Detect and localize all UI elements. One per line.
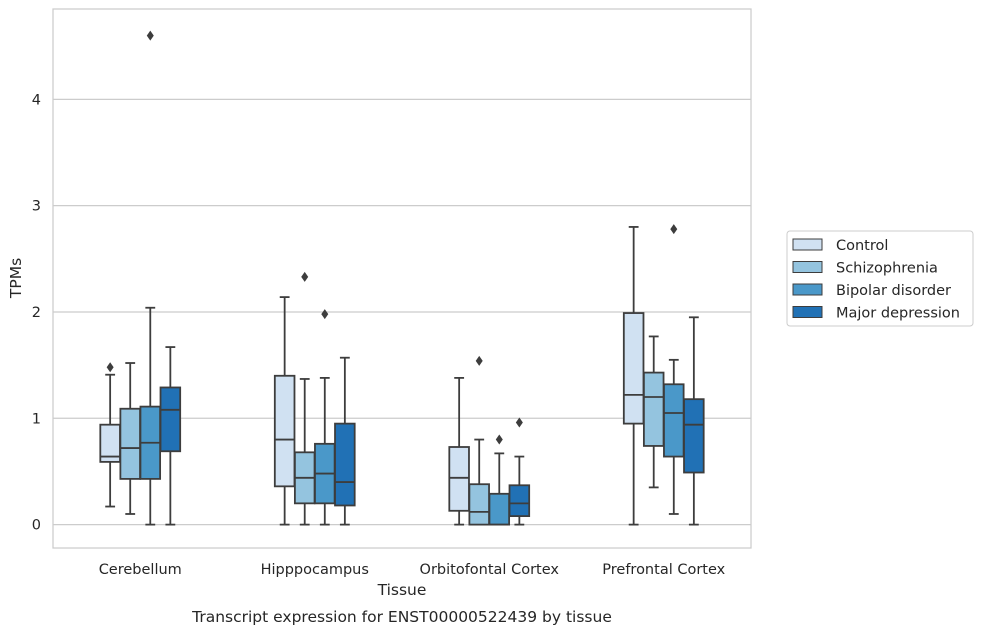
y-tick-label: 1 xyxy=(32,411,41,427)
box-2-3 xyxy=(508,417,531,526)
legend-swatch xyxy=(792,261,823,273)
x-tick-label: Cerebellum xyxy=(99,562,182,578)
box-iqr xyxy=(334,422,356,507)
x-tick-label: Orbitofontal Cortex xyxy=(420,562,560,578)
box-0-0 xyxy=(99,362,121,508)
x-tick-label: Prefrontal Cortex xyxy=(602,562,725,578)
legend-label: Control xyxy=(836,238,888,254)
y-tick-label: 2 xyxy=(32,305,41,321)
box-0-3 xyxy=(159,346,182,526)
legend-swatch xyxy=(792,306,823,318)
legend-swatch xyxy=(792,238,823,251)
legend-swatch xyxy=(792,283,823,296)
box-iqr xyxy=(622,312,645,425)
outlier-point xyxy=(146,30,154,41)
outlier-point xyxy=(670,224,678,235)
y-tick-label: 0 xyxy=(32,518,41,534)
box-0-1 xyxy=(119,362,141,515)
outlier-point xyxy=(301,271,309,282)
y-axis-ticks: 0 1 2 3 4 xyxy=(32,92,41,533)
y-tick-label: 4 xyxy=(32,92,41,108)
x-axis-title: Tissue xyxy=(377,581,427,599)
y-axis-title: TPMs xyxy=(7,258,25,299)
chart-caption: Transcript expression for ENST0000052243… xyxy=(191,608,612,626)
box-iqr xyxy=(642,371,665,447)
legend-label: Schizophrenia xyxy=(836,261,938,277)
box-3-0 xyxy=(622,226,645,526)
plot-frame xyxy=(52,8,752,549)
y-tick-label: 3 xyxy=(32,199,41,215)
outlier-point xyxy=(475,355,483,366)
box-iqr xyxy=(448,446,470,512)
box-iqr xyxy=(273,374,296,488)
box-iqr xyxy=(663,383,685,458)
box-iqr xyxy=(683,398,705,474)
box-iqr xyxy=(119,407,141,480)
outlier-point xyxy=(495,434,503,445)
box-2-2 xyxy=(488,434,511,526)
outlier-point xyxy=(321,309,329,320)
box-2-1 xyxy=(468,355,490,526)
outlier-point xyxy=(106,362,114,373)
legend-label: Bipolar disorder xyxy=(836,283,951,299)
box-2-0 xyxy=(448,377,470,526)
box-iqr xyxy=(159,386,182,453)
box-1-2 xyxy=(314,309,336,526)
x-axis-ticks: Cerebellum Hipppocampus Orbitofontal Corte… xyxy=(99,562,726,578)
box-iqr xyxy=(468,483,490,526)
box-0-2 xyxy=(139,30,162,526)
box-3-1 xyxy=(642,335,665,489)
x-tick-label: Hipppocampus xyxy=(261,562,369,578)
box-1-1 xyxy=(293,271,316,526)
box-iqr xyxy=(488,492,511,526)
legend-frame xyxy=(786,230,974,327)
legend: Control Schizophrenia Bipolar disorder Majo… xyxy=(786,230,974,327)
outlier-point xyxy=(515,417,523,428)
box-iqr xyxy=(508,484,531,518)
box-series xyxy=(99,30,705,526)
legend-label: Major depression xyxy=(836,306,960,322)
box-3-2 xyxy=(663,224,685,515)
box-1-0 xyxy=(273,296,296,526)
box-1-3 xyxy=(334,356,356,526)
box-3-3 xyxy=(683,316,705,526)
